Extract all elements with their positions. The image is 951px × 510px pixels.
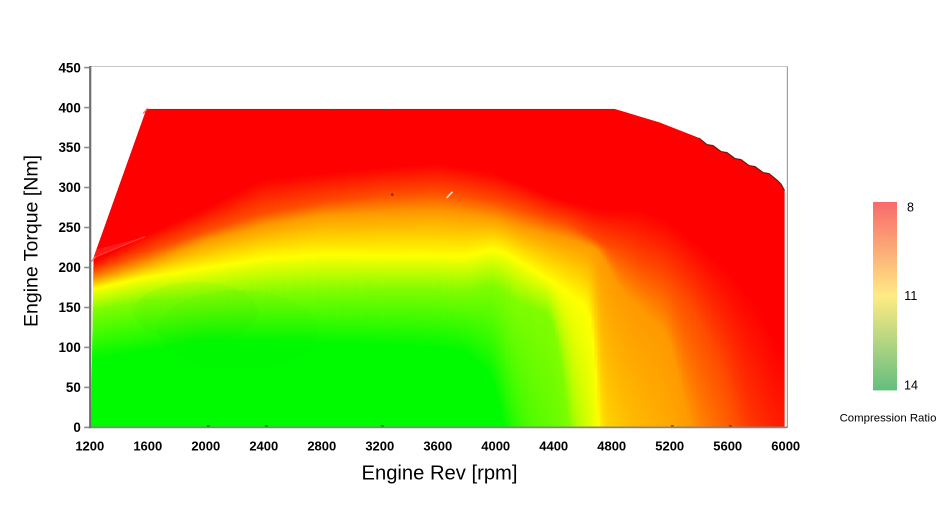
svg-text:1600: 1600 (133, 438, 162, 453)
svg-text:Engine Torque [Nm]: Engine Torque [Nm] (21, 155, 43, 327)
svg-text:3200: 3200 (365, 438, 394, 453)
svg-text:2000: 2000 (191, 438, 220, 453)
svg-text:4400: 4400 (539, 438, 568, 453)
svg-text:100: 100 (58, 340, 80, 355)
svg-text:4000: 4000 (481, 438, 510, 453)
svg-text:150: 150 (58, 300, 80, 315)
svg-text:450: 450 (58, 60, 80, 75)
svg-text:3600: 3600 (423, 438, 452, 453)
svg-text:1200: 1200 (75, 438, 104, 453)
svg-text:50: 50 (66, 380, 81, 395)
svg-text:Compression Ratio: Compression Ratio (840, 413, 937, 425)
svg-text:4800: 4800 (597, 438, 626, 453)
svg-text:14: 14 (904, 379, 918, 393)
svg-text:2400: 2400 (249, 438, 278, 453)
svg-text:11: 11 (904, 289, 917, 303)
svg-text:300: 300 (58, 180, 80, 195)
svg-text:8: 8 (907, 201, 914, 215)
svg-text:6000: 6000 (771, 438, 800, 453)
svg-text:200: 200 (58, 260, 80, 275)
svg-text:5600: 5600 (713, 438, 742, 453)
svg-text:2800: 2800 (307, 438, 336, 453)
svg-text:400: 400 (58, 100, 80, 115)
svg-text:5200: 5200 (655, 438, 684, 453)
svg-text:250: 250 (58, 220, 80, 235)
svg-text:Engine Rev [rpm]: Engine Rev [rpm] (362, 463, 518, 485)
svg-text:0: 0 (73, 420, 80, 435)
svg-text:350: 350 (58, 140, 80, 155)
